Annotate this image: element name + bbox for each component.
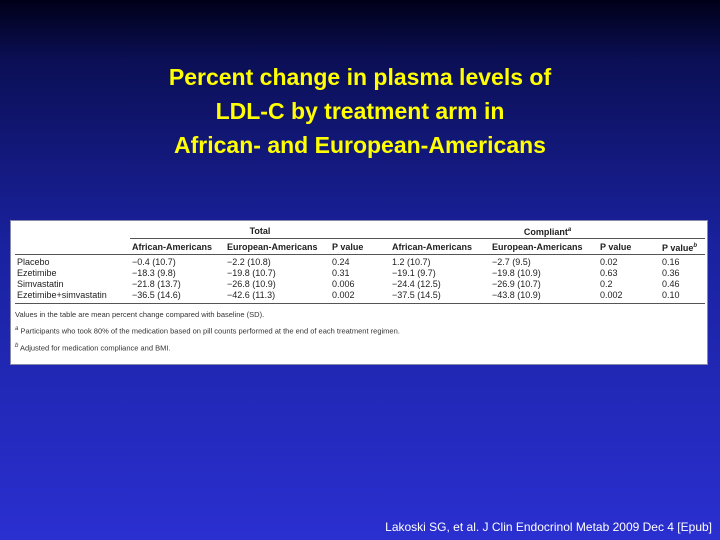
column-header: P value <box>330 238 390 255</box>
superscript: a <box>15 326 19 332</box>
cell: 0.46 <box>662 279 680 289</box>
footnotes: Values in the table are mean percent cha… <box>15 308 703 355</box>
cell: 1.2 (10.7) <box>392 257 431 267</box>
title-line: LDL-C by treatment arm in <box>215 98 505 124</box>
column-header: African-Americans <box>390 238 490 255</box>
column-label: P value <box>662 243 694 253</box>
column-header: P value <box>598 238 660 255</box>
column-header: European-Americans <box>225 238 330 255</box>
cell: −0.4 (10.7) <box>132 257 176 267</box>
column-header: P valueb <box>660 238 706 255</box>
cell: 0.36 <box>662 268 680 278</box>
cell: −2.7 (9.5) <box>492 257 531 267</box>
column-label: African-Americans <box>392 242 473 252</box>
cell: −37.5 (14.5) <box>390 290 490 304</box>
table-head: Total Complianta African-Americans European… <box>15 225 706 255</box>
group-label: Compliant <box>523 227 568 237</box>
cell: 0.24 <box>332 257 350 267</box>
cell: −42.6 (11.3) <box>225 290 330 304</box>
cell: −43.8 (10.9) <box>490 290 598 304</box>
title-line: Percent change in plasma levels of <box>168 64 552 90</box>
blank-cell <box>15 238 130 255</box>
group-label: Total <box>249 226 271 236</box>
table-row: Ezetimibe −18.3 (9.8) −19.8 (10.7) 0.31 −19.… <box>15 268 705 279</box>
cell: −19.1 (9.7) <box>392 268 436 278</box>
group-header: Total <box>130 225 390 239</box>
slide-title: Percent change in plasma levels of LDL-C … <box>0 60 720 162</box>
column-label: European-Americans <box>227 242 318 252</box>
cell: 0.02 <box>600 257 618 267</box>
cell: 0.31 <box>332 268 350 278</box>
cell: 0.2 <box>600 279 613 289</box>
group-row: Total Complianta <box>15 225 706 239</box>
superscript: a <box>567 227 572 233</box>
cell: −26.8 (10.9) <box>227 279 276 289</box>
table-row: Ezetimibe+simvastatin −36.5 (14.6) −42.6 (… <box>15 290 706 304</box>
results-table: Total Complianta African-Americans European… <box>15 225 706 304</box>
row-label: Simvastatin <box>17 279 64 289</box>
footnote: Values in the table are mean percent cha… <box>15 308 703 322</box>
table-row: Simvastatin −21.8 (13.7) −26.8 (10.9) 0.006… <box>15 279 705 290</box>
superscript: b <box>15 342 19 349</box>
column-label: P value <box>332 242 364 252</box>
cell: −36.5 (14.6) <box>130 290 225 304</box>
cell: 0.63 <box>600 268 618 278</box>
column-header: European-Americans <box>490 238 598 255</box>
row-label: Placebo <box>17 257 50 267</box>
column-label: P value <box>600 242 632 252</box>
footnote-text: Adjusted for medication compliance and B… <box>20 343 171 352</box>
cell: −19.8 (10.9) <box>492 268 541 278</box>
table-row: Placebo −0.4 (10.7) −2.2 (10.8) 0.24 1.2 (10… <box>15 255 705 269</box>
superscript: b <box>693 243 698 249</box>
table-panel: Total Complianta African-Americans European… <box>10 220 708 365</box>
column-header: African-Americans <box>130 238 225 255</box>
column-label: African-Americans <box>132 242 213 252</box>
cell: −19.8 (10.7) <box>227 268 276 278</box>
column-label: European-Americans <box>492 242 583 252</box>
cell: −18.3 (9.8) <box>132 268 176 278</box>
cell: −24.4 (12.5) <box>392 279 441 289</box>
column-row: African-Americans European-Americans P val… <box>15 238 706 255</box>
footnote-text: Values in the table are mean percent cha… <box>15 310 265 319</box>
title-line: African- and European-Americans <box>174 132 546 158</box>
cell: 0.16 <box>662 257 680 267</box>
cell: −2.2 (10.8) <box>227 257 271 267</box>
cell: 0.002 <box>598 290 660 304</box>
table-body: Placebo −0.4 (10.7) −2.2 (10.8) 0.24 1.2 (10… <box>15 255 706 304</box>
cell: −21.8 (13.7) <box>132 279 181 289</box>
row-label: Ezetimibe+simvastatin <box>15 290 130 304</box>
group-header: Complianta <box>390 225 706 239</box>
cell: −26.9 (10.7) <box>492 279 541 289</box>
footnote-text: Participants who took 80% of the medicat… <box>20 326 400 336</box>
cell: 0.10 <box>660 290 706 304</box>
footnote: b Adjusted for medication compliance and… <box>15 339 703 356</box>
citation: Lakoski SG, et al. J Clin Endocrinol Met… <box>385 520 712 534</box>
footnote: a Participants who took 80% of the medic… <box>15 322 703 339</box>
blank-cell <box>15 225 130 239</box>
cell: 0.006 <box>332 279 355 289</box>
cell: 0.002 <box>330 290 390 304</box>
row-label: Ezetimibe <box>17 268 57 278</box>
